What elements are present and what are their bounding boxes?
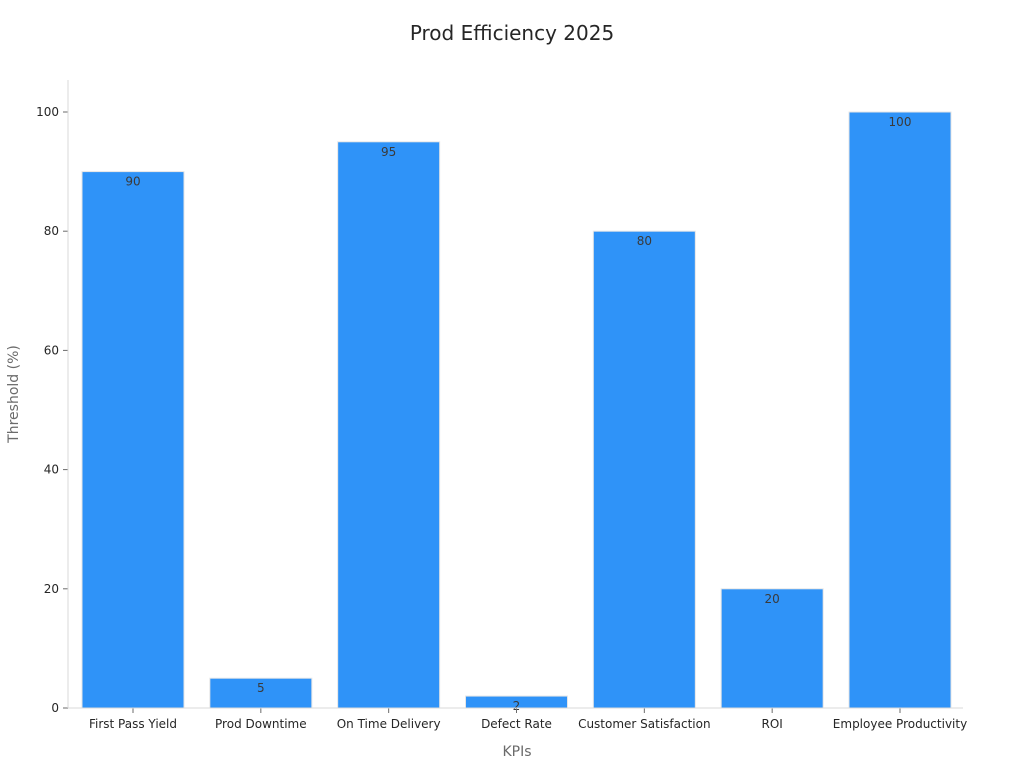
bar-value-label: 2	[513, 699, 521, 713]
y-axis-ticks: 0 20 40 60 80 100	[36, 105, 68, 715]
bar	[592, 230, 696, 709]
bar-value-label: 20	[765, 592, 780, 606]
y-tick-label: 0	[51, 701, 59, 715]
y-tick-label: 20	[44, 582, 59, 596]
y-axis-label: Threshold (%)	[6, 345, 22, 444]
bar-value-label: 95	[381, 145, 396, 159]
x-tick-label: Defect Rate	[481, 717, 552, 731]
y-tick-label: 100	[36, 105, 59, 119]
y-tick-label: 40	[44, 463, 59, 477]
x-tick-label: Customer Satisfaction	[578, 717, 711, 731]
bar-value-label: 80	[637, 234, 652, 248]
bar	[720, 588, 824, 709]
x-tick-label: Prod Downtime	[215, 717, 307, 731]
chart-title: Prod Efficiency 2025	[410, 21, 614, 45]
data-labels-group: 90 5 95 2 80 20 100	[125, 115, 911, 713]
x-axis-ticks: First Pass Yield Prod Downtime On Time Del…	[89, 708, 967, 731]
bar	[337, 141, 441, 709]
x-tick-label: First Pass Yield	[89, 717, 177, 731]
bar	[81, 171, 185, 709]
bar-value-label: 90	[125, 175, 140, 189]
bar	[848, 111, 952, 709]
x-axis-label: KPIs	[502, 744, 531, 760]
y-tick-label: 60	[44, 343, 59, 357]
y-tick-label: 80	[44, 224, 59, 238]
bar-value-label: 100	[889, 115, 912, 129]
bar-value-label: 5	[257, 681, 265, 695]
x-tick-label: ROI	[762, 717, 783, 731]
x-tick-label: Employee Productivity	[833, 717, 967, 731]
x-tick-label: On Time Delivery	[337, 717, 441, 731]
bars-group	[81, 111, 952, 709]
